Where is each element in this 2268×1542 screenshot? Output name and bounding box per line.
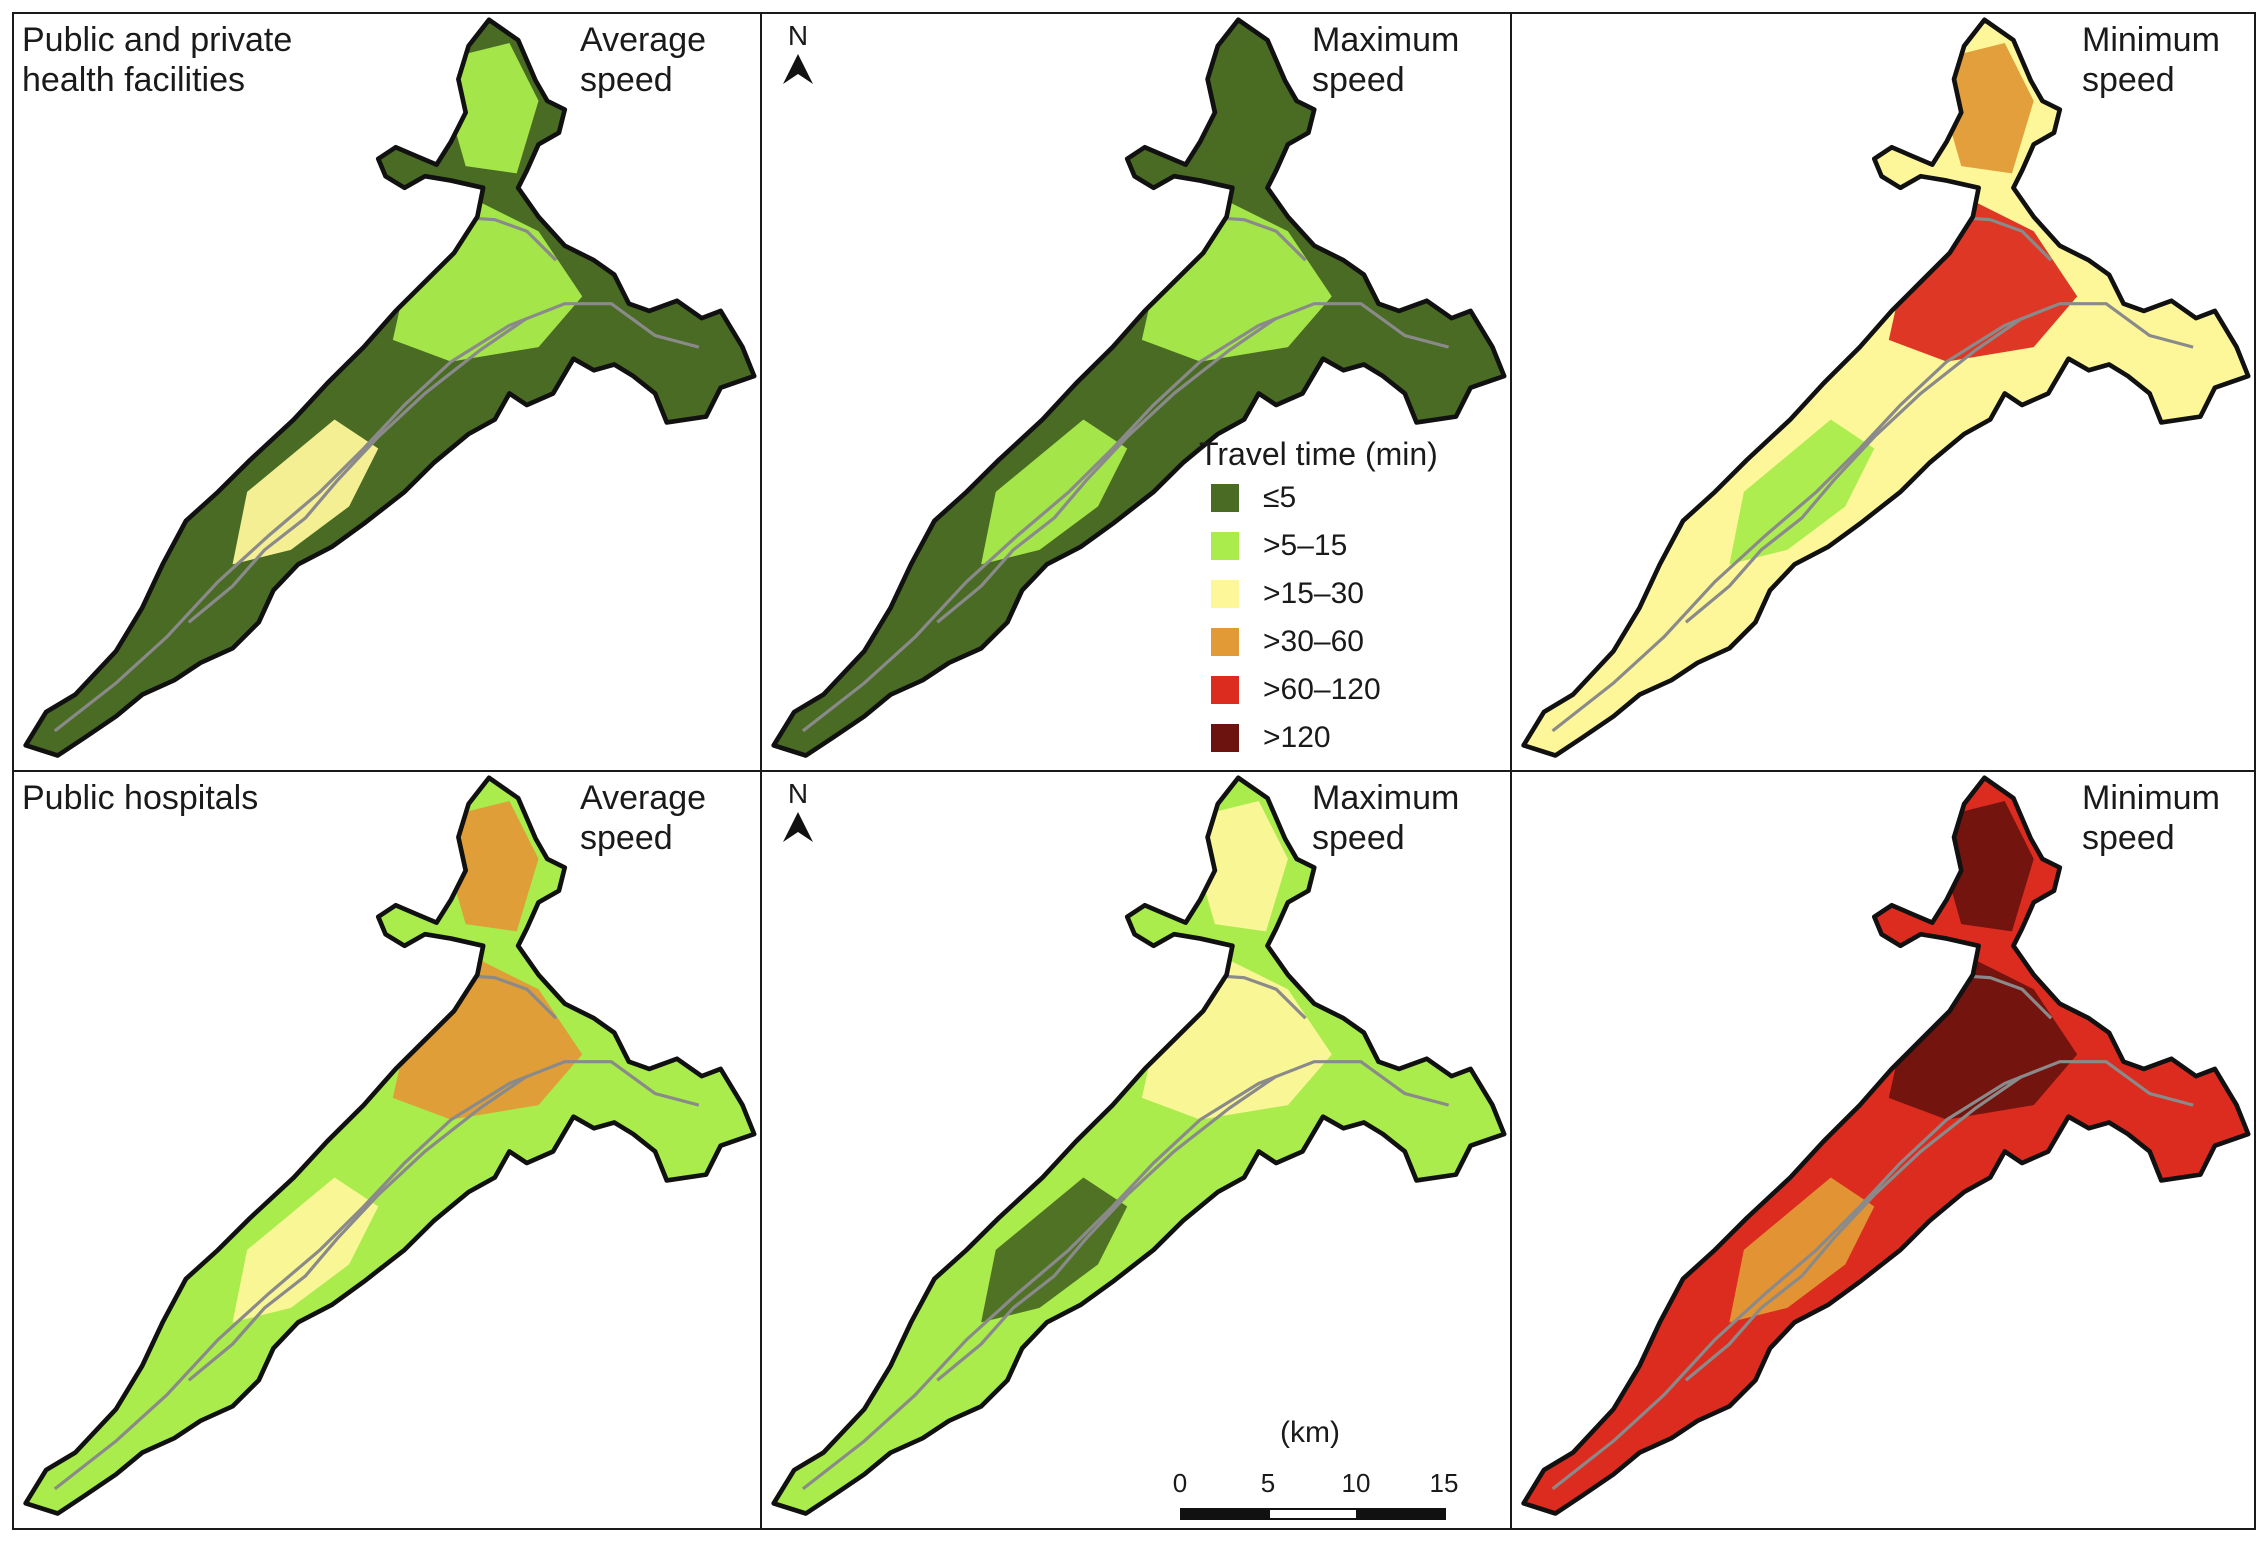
scale-segment — [1268, 1508, 1358, 1520]
island-outline — [23, 17, 757, 758]
island-outline — [1521, 17, 2251, 758]
road-line — [801, 1060, 1450, 1491]
travel-time-zone — [1729, 419, 1875, 565]
island-outline — [771, 17, 1507, 758]
map-panel: Maximum speed N — [760, 770, 1512, 1530]
travel-time-zone — [1946, 801, 2034, 932]
north-arrow: N — [778, 778, 818, 844]
travel-time-zone — [1946, 43, 2034, 174]
travel-time-zone — [451, 42, 539, 174]
travel-time-map — [771, 17, 1507, 758]
travel-time-zone — [1888, 960, 2078, 1120]
island-outline — [23, 775, 757, 1516]
legend-label: >30–60 — [1263, 625, 1364, 658]
legend-item: >60–120 — [1199, 666, 1499, 714]
legend-label: >60–120 — [1263, 673, 1381, 706]
map-panel: Minimum speed — [1510, 770, 2256, 1530]
scale-segment — [1180, 1508, 1270, 1520]
legend-title: Travel time (min) — [1199, 436, 1438, 472]
island-fill — [773, 19, 1505, 756]
speed-label: Maximum speed — [1312, 21, 1460, 99]
travel-time-zone — [981, 419, 1128, 565]
road-line — [187, 1074, 528, 1382]
island-fill — [1523, 777, 2249, 1514]
road-line — [936, 1074, 1278, 1382]
speed-label: Average speed — [580, 779, 707, 857]
road-line — [1551, 1060, 2194, 1491]
map-panel: Minimum speed — [1510, 12, 2256, 772]
travel-time-zone — [451, 800, 539, 932]
legend-label: >5–15 — [1263, 529, 1348, 562]
legend-swatch — [1211, 676, 1239, 704]
road-line — [1551, 302, 2194, 733]
scale-tick: 15 — [1429, 1468, 1459, 1498]
scale-unit: (km) — [1280, 1416, 1340, 1449]
legend-item: >5–15 — [1199, 522, 1499, 570]
legend-swatch — [1211, 580, 1239, 608]
travel-time-zone — [1200, 800, 1288, 932]
scale-tick: 5 — [1260, 1468, 1276, 1498]
travel-time-map — [23, 775, 757, 1516]
travel-time-zone — [232, 1177, 379, 1323]
legend-item: >15–30 — [1199, 570, 1499, 618]
island-fill — [773, 777, 1505, 1514]
legend-swatch — [1211, 532, 1239, 560]
island-fill — [25, 19, 755, 756]
north-label: N — [787, 20, 809, 51]
row-label: Public and private health facilities — [22, 21, 293, 99]
scale-bar: (km) 0 5 10 15 — [1160, 1416, 1460, 1526]
north-arrow-icon — [783, 812, 813, 842]
speed-label: Average speed — [580, 21, 707, 99]
island-fill — [1523, 19, 2249, 756]
legend-item: >120 — [1199, 714, 1499, 762]
north-arrow-icon — [783, 54, 813, 84]
speed-label: Maximum speed — [1312, 779, 1460, 857]
legend-label: >15–30 — [1263, 577, 1364, 610]
island-fill — [25, 777, 755, 1514]
map-panel: Public and private health facilities Aver… — [12, 12, 762, 772]
row-label: Public hospitals — [22, 779, 259, 817]
legend-swatch — [1211, 484, 1239, 512]
map-panel: Public hospitals Average speed — [12, 770, 762, 1530]
scale-tick: 10 — [1341, 1468, 1371, 1498]
travel-time-map — [771, 775, 1507, 1516]
travel-time-zone — [981, 1177, 1128, 1323]
road-line — [1684, 1074, 2024, 1382]
road-line — [53, 1060, 700, 1491]
legend-item: >30–60 — [1199, 618, 1499, 666]
scale-tick: 0 — [1172, 1468, 1188, 1498]
scale-segment — [1356, 1508, 1446, 1520]
speed-label: Minimum speed — [2082, 779, 2220, 857]
road-line — [53, 302, 700, 733]
island-outline — [1521, 775, 2251, 1516]
road-line — [187, 316, 528, 624]
legend-label: >120 — [1263, 721, 1331, 754]
road-line — [936, 316, 1278, 624]
legend-label: ≤5 — [1263, 481, 1297, 514]
travel-time-map — [1521, 17, 2251, 758]
speed-label: Minimum speed — [2082, 21, 2220, 99]
north-arrow: N — [778, 20, 818, 86]
road-line — [801, 302, 1450, 733]
legend-swatch — [1211, 724, 1239, 752]
legend: Travel time (min) ≤5 >5–15 >15–30 >30–60 >60–… — [1199, 434, 1499, 762]
travel-time-map — [1521, 775, 2251, 1516]
legend-swatch — [1211, 628, 1239, 656]
travel-time-zone — [1729, 1177, 1875, 1323]
legend-item: ≤5 — [1199, 474, 1499, 522]
figure: Public and private health facilities Aver… — [12, 12, 2256, 1530]
north-label: N — [787, 778, 809, 809]
travel-time-map — [23, 17, 757, 758]
travel-time-zone — [232, 419, 379, 565]
island-outline — [771, 775, 1507, 1516]
road-line — [1684, 316, 2024, 624]
travel-time-zone — [1200, 42, 1288, 174]
